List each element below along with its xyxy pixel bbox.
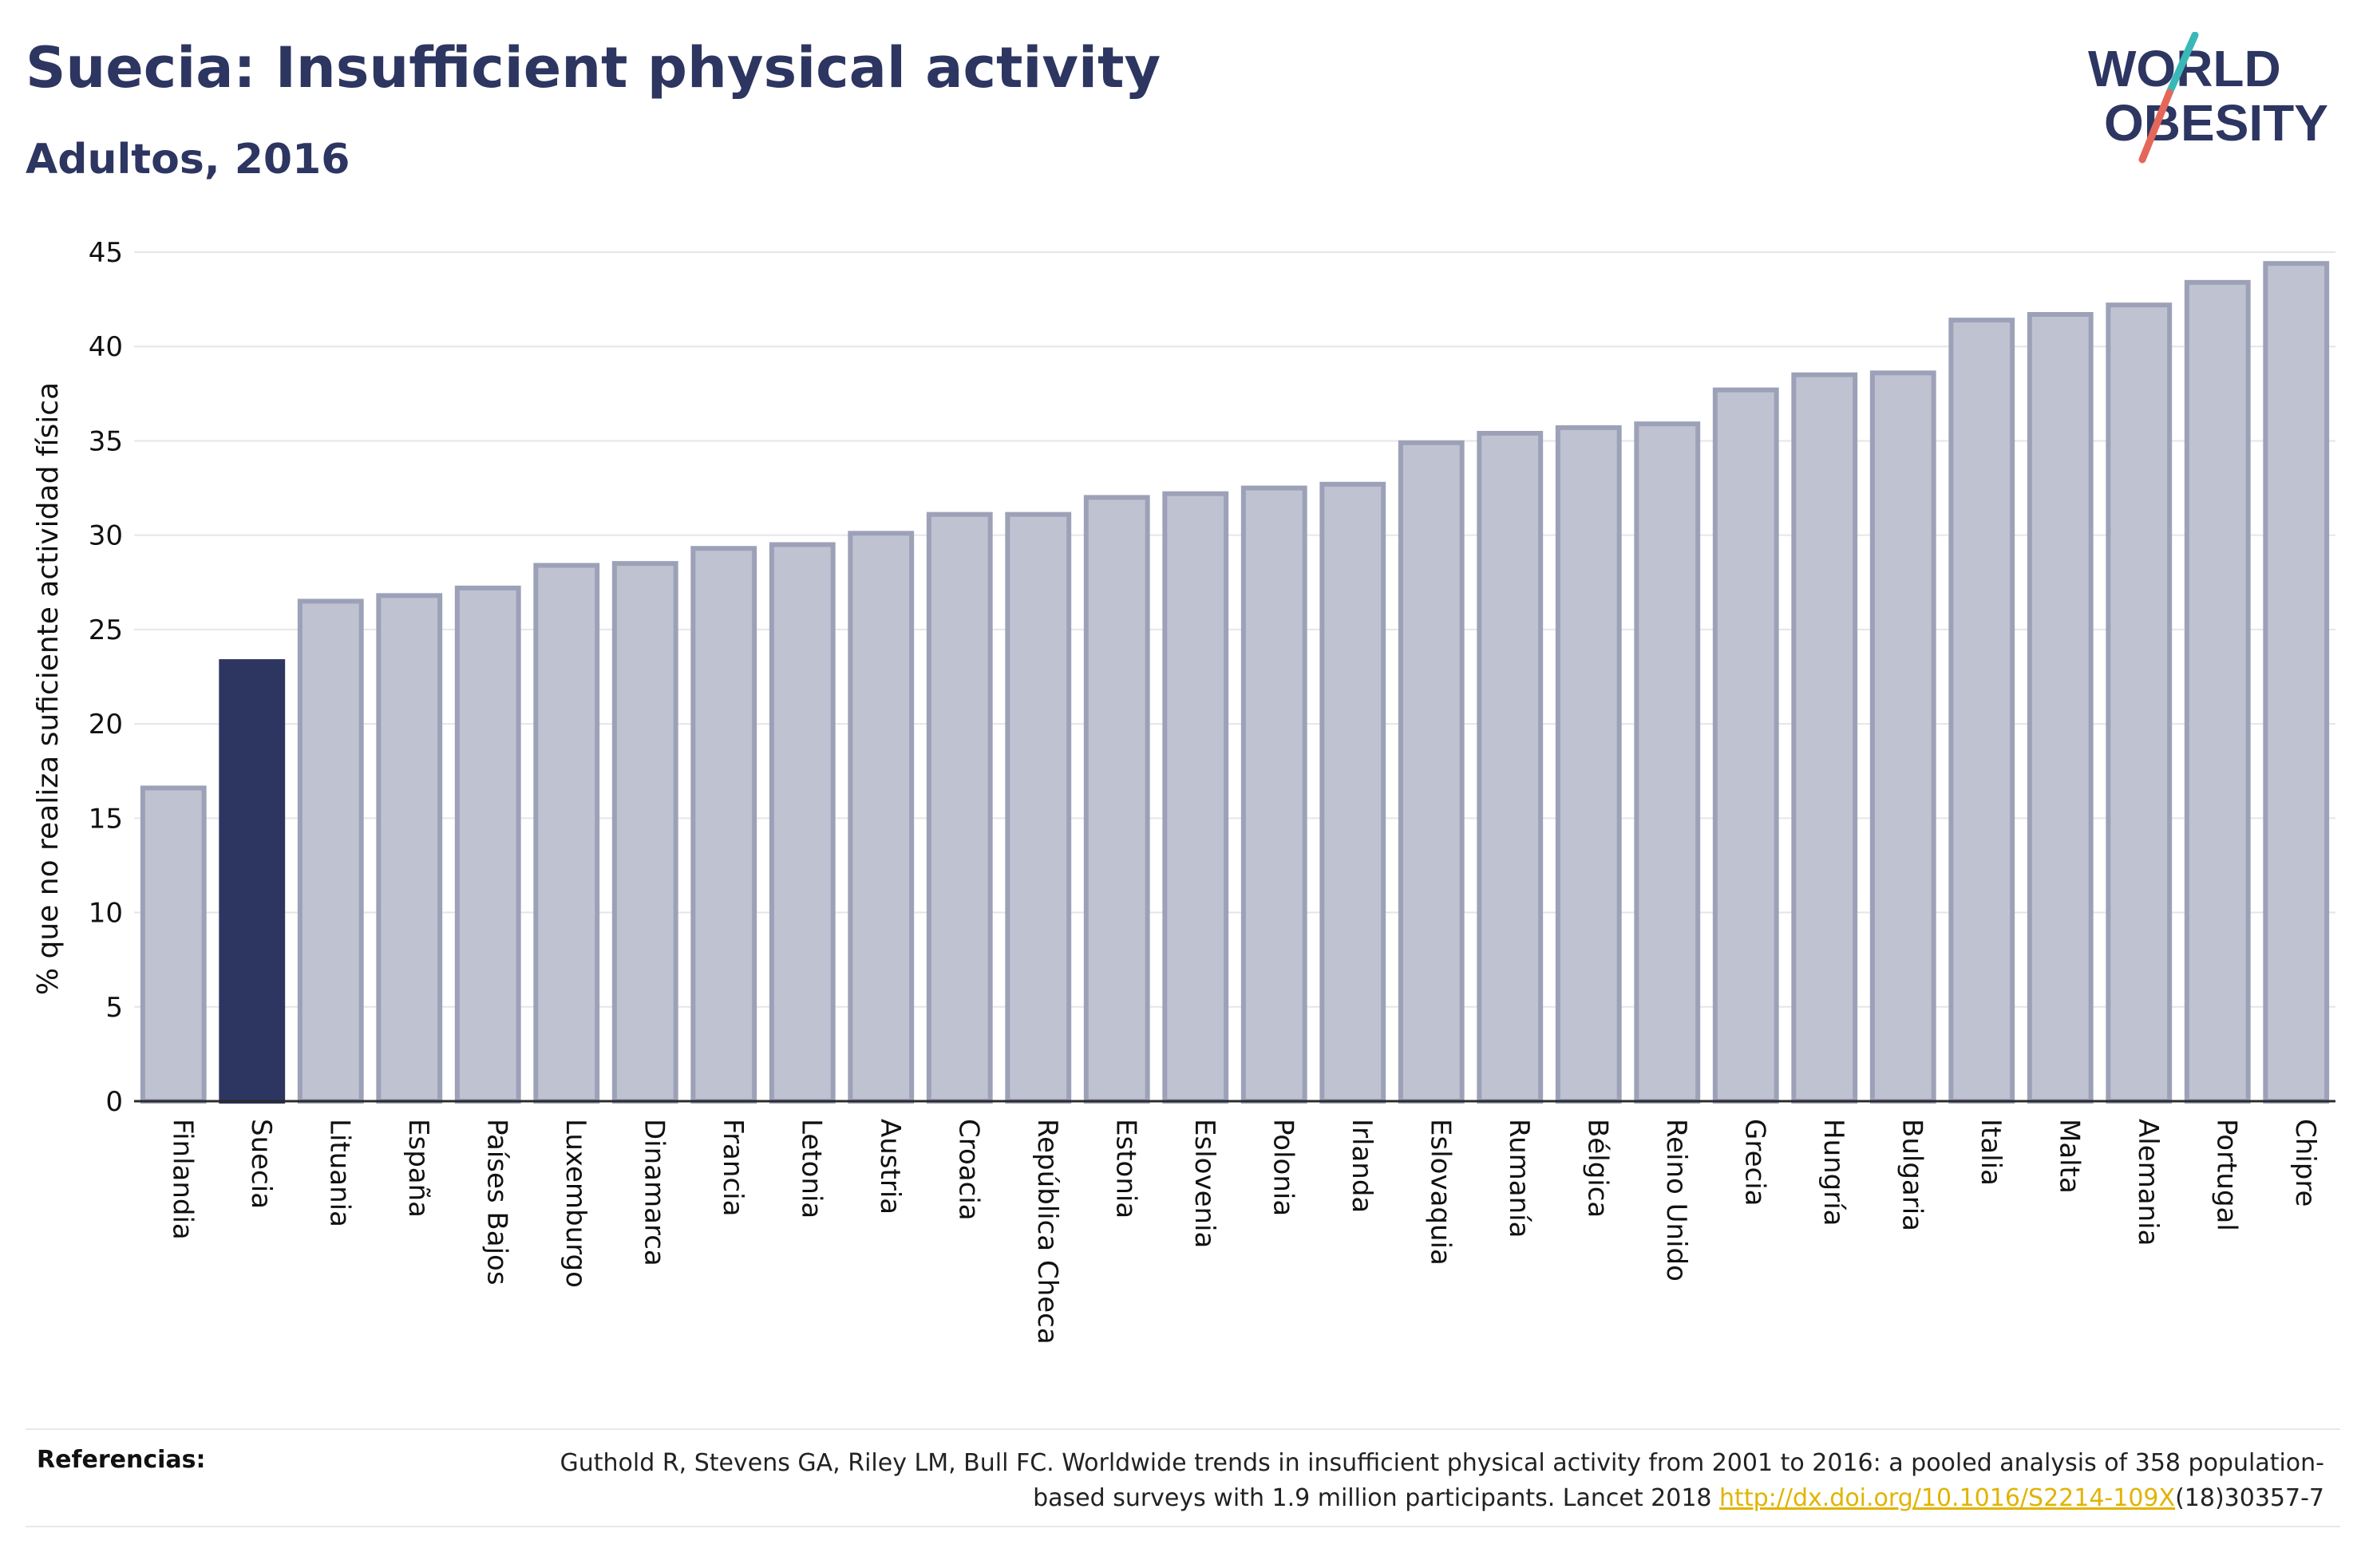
bar-polonia <box>1240 485 1307 1104</box>
x-tick-label: Hungría <box>1817 1119 1849 1226</box>
x-tick-label: Italia <box>1975 1119 2007 1186</box>
references-citation: Guthold R, Stevens GA, Riley LM, Bull FC… <box>560 1449 2324 1512</box>
x-tick-label: España <box>402 1119 434 1218</box>
x-tick-label: Chipre <box>2289 1119 2321 1207</box>
y-tick-labels: 0 5 10 15 20 25 30 35 40 45 <box>89 237 123 1118</box>
bar-eslovaquia <box>1398 440 1465 1104</box>
bar-países-bajos <box>454 585 521 1104</box>
x-tick-label: Dinamarca <box>638 1119 670 1266</box>
chart-subtitle: Adultos, 2016 <box>26 136 350 184</box>
x-tick-label: Luxemburgo <box>560 1119 591 1288</box>
y-tick-label: 5 <box>105 992 123 1024</box>
bar-austria <box>848 531 915 1104</box>
y-tick-label: 30 <box>89 520 123 552</box>
bar-grecia <box>1712 387 1779 1104</box>
x-tick-label: Bélgica <box>1581 1119 1613 1218</box>
bar-chipre <box>2263 261 2330 1104</box>
x-tick-label: Reino Unido <box>1660 1119 1692 1282</box>
bar-reino-unido <box>1634 421 1701 1104</box>
chart-title: Suecia: Insufficient physical activity <box>26 35 1161 101</box>
bar-luxemburgo <box>533 563 600 1104</box>
x-tick-label: Eslovenia <box>1188 1119 1220 1248</box>
x-tick-label: Irlanda <box>1346 1119 1378 1213</box>
x-tick-label: Rumanía <box>1503 1119 1535 1238</box>
bar-eslovenia <box>1162 491 1229 1104</box>
x-tick-label: Países Bajos <box>481 1119 512 1286</box>
references-citation-end: (18)30357-7 <box>2175 1484 2324 1512</box>
y-tick-label: 45 <box>89 237 123 269</box>
bar-suecia <box>219 659 286 1104</box>
logo-line2: OBESITY <box>2104 94 2328 152</box>
separator-top <box>26 1428 2340 1430</box>
bar-alemania <box>2106 302 2173 1104</box>
x-tick-label: Eslovaquia <box>1424 1119 1456 1266</box>
bar-dinamarca <box>611 561 678 1104</box>
references-link[interactable]: http://dx.doi.org/10.1016/S2214-109X <box>1719 1484 2176 1512</box>
references-text: Guthold R, Stevens GA, Riley LM, Bull FC… <box>488 1446 2324 1516</box>
x-tick-label: Suecia <box>245 1119 277 1209</box>
x-tick-label: Finlandia <box>166 1119 198 1240</box>
y-tick-label: 10 <box>89 898 123 930</box>
x-tick-label: Portugal <box>2210 1119 2242 1231</box>
x-tick-label: Francia <box>717 1119 749 1216</box>
x-tick-label: Grecia <box>1738 1119 1770 1206</box>
y-tick-label: 0 <box>105 1086 123 1118</box>
bar-croacia <box>926 511 993 1104</box>
world-obesity-logo: WORLD OBESITY <box>2088 32 2328 164</box>
references-label: Referencias: <box>37 1446 206 1474</box>
y-tick-label: 35 <box>89 425 123 457</box>
bars <box>140 261 2330 1104</box>
x-tick-label: Letonia <box>795 1119 827 1218</box>
bar-bélgica <box>1555 425 1622 1104</box>
bar-irlanda <box>1319 481 1386 1104</box>
bar-bulgaria <box>1869 370 1936 1104</box>
y-axis-label: % que no realiza suficiente actividad fí… <box>32 382 65 995</box>
x-tick-label: Croacia <box>952 1119 984 1221</box>
logo-line1: WORLD <box>2088 40 2281 97</box>
x-tick-label: Estonia <box>1109 1119 1141 1218</box>
y-tick-label: 40 <box>89 331 123 363</box>
x-tick-label: Alemania <box>2132 1119 2164 1246</box>
y-tick-label: 15 <box>89 803 123 835</box>
x-tick-label: Lituania <box>323 1119 355 1227</box>
x-tick-label: República Checa <box>1031 1119 1063 1345</box>
x-tick-label: Polonia <box>1267 1119 1299 1216</box>
separator-bottom <box>26 1526 2340 1527</box>
x-tick-label: Austria <box>874 1119 906 1215</box>
x-tick-labels: Finlandia Suecia Lituania España Países Bajo… <box>166 1119 2321 1345</box>
y-tick-label: 25 <box>89 614 123 646</box>
bar-finlandia <box>140 785 207 1104</box>
bar-malta <box>2027 312 2094 1104</box>
bar-italia <box>1948 318 2015 1104</box>
bar-francia <box>690 546 757 1104</box>
bar-letonia <box>769 542 836 1104</box>
y-tick-label: 20 <box>89 709 123 741</box>
bar-hungría <box>1791 372 1858 1104</box>
bar-lituania <box>297 598 364 1104</box>
bar-estonia <box>1083 495 1150 1104</box>
x-tick-label: Bulgaria <box>1896 1119 1928 1231</box>
bar-españa <box>376 593 443 1104</box>
bar-república-checa <box>1005 511 1072 1104</box>
x-tick-label: Malta <box>2053 1119 2085 1194</box>
bar-chart: 0 5 10 15 20 25 30 35 40 45 Finlandia Suecia Lituan… <box>32 237 2335 1345</box>
bar-portugal <box>2184 279 2251 1104</box>
bar-rumanía <box>1477 430 1544 1104</box>
